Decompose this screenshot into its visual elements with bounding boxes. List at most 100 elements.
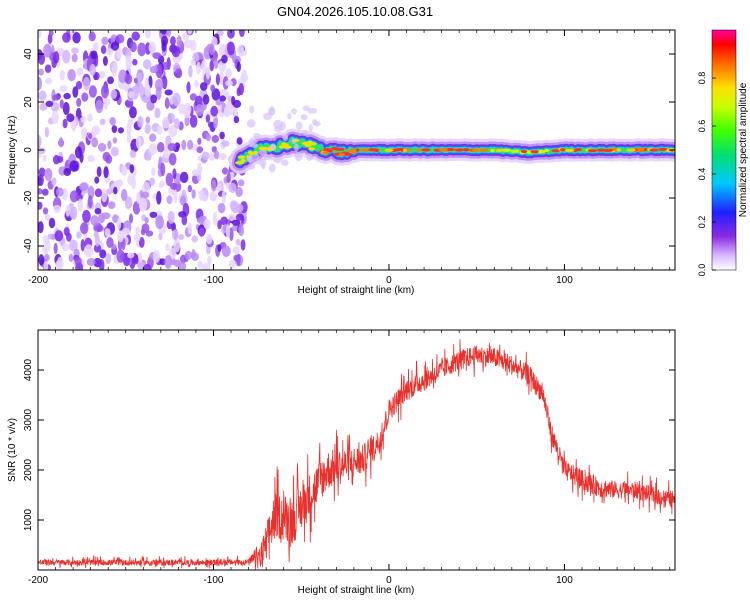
spectrogram-peak-blob — [495, 148, 504, 153]
spectrogram-noise-blob — [207, 121, 213, 128]
spectrogram-noise-blob — [211, 179, 217, 192]
spectrogram-noise-blob — [124, 196, 133, 210]
spectrogram-noise-blob — [187, 184, 193, 193]
spectrogram-faint-blob — [300, 114, 308, 121]
spectrogram-noise-blob — [115, 34, 125, 44]
spectrogram-peak-blob — [258, 146, 267, 150]
spectrogram-noise-blob — [44, 254, 50, 261]
spectrogram-noise-blob — [87, 132, 93, 140]
spectrogram-peak-blob — [520, 149, 528, 154]
spectrogram-noise-blob — [126, 132, 131, 144]
spectrogram-noise-blob — [180, 195, 187, 206]
spectrogram-noise-blob — [113, 186, 118, 195]
spectrogram-peak-blob — [446, 147, 455, 152]
spectrogram-noise-blob — [133, 77, 138, 84]
spectrogram-noise-blob — [69, 160, 79, 172]
spectrogram-noise-blob — [155, 64, 163, 79]
spectrogram-noise-blob — [165, 243, 170, 252]
spectrogram-noise-blob — [89, 63, 96, 76]
spectrogram-noise-blob — [149, 177, 155, 186]
figure-title: GN04.2026.105.10.08.G31 — [277, 4, 433, 19]
spectrogram-faint-blob — [269, 143, 277, 151]
spectrogram-noise-blob — [110, 89, 118, 100]
spectrogram-noise-blob — [132, 256, 139, 265]
spectrogram-noise-blob — [38, 147, 46, 155]
spectrogram-noise-blob — [79, 182, 89, 192]
spectrogram-noise-blob — [69, 208, 76, 219]
spectrogram-faint-blob — [258, 149, 268, 156]
spectrogram-noise-blob — [221, 140, 230, 147]
spectrogram-noise-blob — [235, 238, 241, 246]
snr-y-label: SNR (10 * v/v) — [7, 418, 18, 482]
spectrogram-noise-blob — [189, 114, 198, 128]
spectrogram-noise-blob — [241, 69, 248, 81]
spectrogram-noise-blob — [61, 243, 70, 252]
spectrogram-noise-blob — [102, 96, 108, 104]
spectrogram-peak-blob — [560, 148, 566, 152]
spectrogram-noise-blob — [145, 116, 151, 124]
spectrogram-noise-blob — [217, 244, 222, 252]
snr-x-label: Height of straight line (km) — [298, 585, 415, 596]
spectrogram-noise-blob — [154, 107, 161, 119]
spectrogram-noise-blob — [38, 52, 46, 65]
spectrogram-noise-blob — [38, 134, 42, 148]
snr-x-tick-label: -100 — [203, 575, 223, 586]
spectrogram-noise-blob — [177, 233, 185, 240]
spectrogram-noise-blob — [201, 151, 210, 161]
spectrogram-noise-blob — [94, 188, 103, 198]
spectrogram-x-tick-label: 0 — [386, 275, 392, 286]
spectrogram-noise-blob — [191, 189, 196, 199]
spectrogram-noise-blob — [226, 172, 231, 183]
spectrogram-noise-blob — [228, 213, 236, 222]
spectrogram-noise-blob — [173, 189, 178, 203]
spectrogram-peak-blob — [658, 147, 668, 151]
spectrogram-noise-blob — [117, 127, 124, 134]
spectrogram-noise-blob — [238, 30, 245, 38]
spectrogram-noise-blob — [174, 118, 180, 130]
spectrogram-noise-blob — [168, 153, 177, 166]
spectrogram-noise-blob — [100, 45, 107, 54]
spectrogram-noise-blob — [58, 136, 64, 148]
spectrogram-noise-blob — [66, 113, 75, 122]
spectrogram-noise-blob — [235, 213, 245, 221]
spectrogram-noise-blob — [232, 99, 242, 108]
spectrogram-x-tick-label: -200 — [28, 275, 48, 286]
spectrogram-noise-blob — [182, 32, 189, 41]
spectrogram-noise-blob — [117, 230, 124, 243]
spectrogram-noise-blob — [221, 245, 231, 257]
spectrogram-noise-blob — [189, 39, 197, 51]
spectrogram-peak-blob — [537, 149, 546, 154]
spectrogram-x-axis: -200 -100 0 100 — [28, 30, 671, 286]
spectrogram-noise-blob — [79, 222, 89, 235]
spectrogram-noise-blob — [68, 253, 74, 263]
spectrogram-noise-blob — [66, 232, 72, 242]
spectrogram-noise-blob — [225, 224, 231, 238]
spectrogram-noise-blob — [181, 214, 188, 226]
spectrogram-noise-blob — [164, 255, 173, 269]
spectrogram-peak-blob — [234, 161, 245, 165]
spectrogram-noise-blob — [59, 69, 65, 81]
spectrogram-noise-blob — [136, 192, 141, 204]
spectrogram-noise-blob — [38, 90, 47, 101]
spectrogram-noise-blob — [173, 259, 181, 268]
spectrogram-noise-blob — [225, 80, 233, 87]
spectrogram-noise-blob — [191, 248, 196, 259]
spectrogram-noise-blob — [62, 49, 71, 64]
spectrogram-noise-blob — [188, 65, 193, 78]
spectrogram-noise-blob — [179, 171, 189, 184]
spectrogram-noise-blob — [94, 176, 100, 184]
spectrogram-noise-blob — [109, 117, 116, 126]
spectrogram-noise-blob — [39, 102, 48, 111]
snr-x-tick-label: -200 — [28, 575, 48, 586]
spectrogram-peak-blob — [551, 149, 560, 153]
spectrogram-noise-blob — [155, 215, 164, 230]
spectrogram-x-tick-label: 100 — [556, 275, 573, 286]
spectrogram-noise-blob — [67, 69, 76, 82]
spectrogram-noise-blob — [100, 188, 108, 203]
spectrogram-noise-blob — [137, 72, 142, 84]
spectrogram-noise-blob — [210, 84, 216, 93]
spectrogram-noise-blob — [106, 188, 113, 195]
snr-x-axis: -200 -100 0 100 — [28, 330, 671, 586]
spectrogram-noise-blob — [76, 67, 84, 77]
